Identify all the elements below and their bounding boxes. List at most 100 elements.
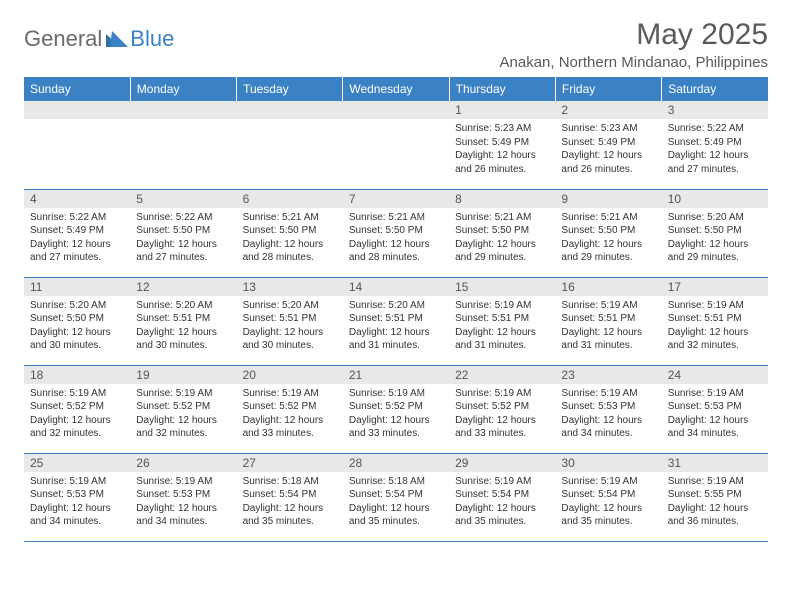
calendar-page: General Blue May 2025 Anakan, Northern M… [0,0,792,552]
location-text: Anakan, Northern Mindanao, Philippines [500,54,769,71]
calendar-day-cell: 17Sunrise: 5:19 AMSunset: 5:51 PMDayligh… [662,277,768,365]
day-details: Sunrise: 5:19 AMSunset: 5:55 PMDaylight:… [662,472,768,533]
calendar-week-row: 11Sunrise: 5:20 AMSunset: 5:50 PMDayligh… [24,277,768,365]
empty-day-header [237,101,343,119]
calendar-day-cell [237,101,343,189]
day-number: 7 [343,190,449,208]
day-details: Sunrise: 5:20 AMSunset: 5:51 PMDaylight:… [237,296,343,357]
calendar-day-cell: 31Sunrise: 5:19 AMSunset: 5:55 PMDayligh… [662,453,768,541]
calendar-day-cell: 15Sunrise: 5:19 AMSunset: 5:51 PMDayligh… [449,277,555,365]
day-number: 10 [662,190,768,208]
day-details: Sunrise: 5:23 AMSunset: 5:49 PMDaylight:… [449,119,555,180]
day-details: Sunrise: 5:22 AMSunset: 5:49 PMDaylight:… [24,208,130,269]
day-number: 13 [237,278,343,296]
day-number: 31 [662,454,768,472]
day-number: 22 [449,366,555,384]
logo-text-general: General [24,26,102,52]
calendar-day-cell: 11Sunrise: 5:20 AMSunset: 5:50 PMDayligh… [24,277,130,365]
day-details: Sunrise: 5:19 AMSunset: 5:52 PMDaylight:… [237,384,343,445]
calendar-day-cell: 23Sunrise: 5:19 AMSunset: 5:53 PMDayligh… [555,365,661,453]
calendar-day-cell: 9Sunrise: 5:21 AMSunset: 5:50 PMDaylight… [555,189,661,277]
calendar-day-cell: 7Sunrise: 5:21 AMSunset: 5:50 PMDaylight… [343,189,449,277]
calendar-day-cell: 13Sunrise: 5:20 AMSunset: 5:51 PMDayligh… [237,277,343,365]
day-number: 12 [130,278,236,296]
header: General Blue May 2025 Anakan, Northern M… [24,18,768,71]
calendar-day-cell: 14Sunrise: 5:20 AMSunset: 5:51 PMDayligh… [343,277,449,365]
empty-day-header [343,101,449,119]
calendar-week-row: 1Sunrise: 5:23 AMSunset: 5:49 PMDaylight… [24,101,768,189]
calendar-day-cell [24,101,130,189]
day-details: Sunrise: 5:19 AMSunset: 5:53 PMDaylight:… [555,384,661,445]
day-number: 17 [662,278,768,296]
day-details: Sunrise: 5:22 AMSunset: 5:50 PMDaylight:… [130,208,236,269]
calendar-day-cell [343,101,449,189]
calendar-day-cell: 22Sunrise: 5:19 AMSunset: 5:52 PMDayligh… [449,365,555,453]
day-number: 9 [555,190,661,208]
logo-triangle-icon [106,31,128,52]
day-number: 2 [555,101,661,119]
weekday-header: Monday [130,77,236,101]
weekday-header: Tuesday [237,77,343,101]
day-number: 20 [237,366,343,384]
day-details: Sunrise: 5:18 AMSunset: 5:54 PMDaylight:… [237,472,343,533]
weekday-header: Sunday [24,77,130,101]
day-number: 18 [24,366,130,384]
day-number: 11 [24,278,130,296]
day-details: Sunrise: 5:23 AMSunset: 5:49 PMDaylight:… [555,119,661,180]
calendar-day-cell: 10Sunrise: 5:20 AMSunset: 5:50 PMDayligh… [662,189,768,277]
calendar-day-cell: 4Sunrise: 5:22 AMSunset: 5:49 PMDaylight… [24,189,130,277]
day-number: 6 [237,190,343,208]
day-details: Sunrise: 5:19 AMSunset: 5:54 PMDaylight:… [449,472,555,533]
day-details: Sunrise: 5:19 AMSunset: 5:53 PMDaylight:… [662,384,768,445]
empty-day-header [24,101,130,119]
day-number: 27 [237,454,343,472]
calendar-day-cell: 29Sunrise: 5:19 AMSunset: 5:54 PMDayligh… [449,453,555,541]
weekday-header: Friday [555,77,661,101]
day-details: Sunrise: 5:21 AMSunset: 5:50 PMDaylight:… [343,208,449,269]
day-number: 21 [343,366,449,384]
calendar-day-cell: 2Sunrise: 5:23 AMSunset: 5:49 PMDaylight… [555,101,661,189]
day-details: Sunrise: 5:19 AMSunset: 5:53 PMDaylight:… [130,472,236,533]
day-details: Sunrise: 5:19 AMSunset: 5:53 PMDaylight:… [24,472,130,533]
calendar-day-cell: 30Sunrise: 5:19 AMSunset: 5:54 PMDayligh… [555,453,661,541]
calendar-day-cell: 5Sunrise: 5:22 AMSunset: 5:50 PMDaylight… [130,189,236,277]
day-details: Sunrise: 5:20 AMSunset: 5:51 PMDaylight:… [343,296,449,357]
calendar-table: SundayMondayTuesdayWednesdayThursdayFrid… [24,77,768,542]
calendar-day-cell: 26Sunrise: 5:19 AMSunset: 5:53 PMDayligh… [130,453,236,541]
calendar-day-cell: 28Sunrise: 5:18 AMSunset: 5:54 PMDayligh… [343,453,449,541]
weekday-header: Saturday [662,77,768,101]
day-number: 30 [555,454,661,472]
logo-text-blue: Blue [130,26,174,52]
day-number: 15 [449,278,555,296]
day-details: Sunrise: 5:19 AMSunset: 5:52 PMDaylight:… [343,384,449,445]
day-number: 28 [343,454,449,472]
month-title: May 2025 [500,18,769,52]
day-number: 29 [449,454,555,472]
day-details: Sunrise: 5:21 AMSunset: 5:50 PMDaylight:… [449,208,555,269]
day-number: 25 [24,454,130,472]
day-details: Sunrise: 5:19 AMSunset: 5:52 PMDaylight:… [449,384,555,445]
calendar-day-cell: 8Sunrise: 5:21 AMSunset: 5:50 PMDaylight… [449,189,555,277]
day-number: 3 [662,101,768,119]
day-number: 26 [130,454,236,472]
day-details: Sunrise: 5:20 AMSunset: 5:51 PMDaylight:… [130,296,236,357]
day-number: 14 [343,278,449,296]
calendar-day-cell: 12Sunrise: 5:20 AMSunset: 5:51 PMDayligh… [130,277,236,365]
calendar-day-cell [130,101,236,189]
day-details: Sunrise: 5:22 AMSunset: 5:49 PMDaylight:… [662,119,768,180]
logo: General Blue [24,18,174,52]
day-number: 23 [555,366,661,384]
calendar-body: 1Sunrise: 5:23 AMSunset: 5:49 PMDaylight… [24,101,768,541]
day-details: Sunrise: 5:19 AMSunset: 5:52 PMDaylight:… [24,384,130,445]
calendar-day-cell: 19Sunrise: 5:19 AMSunset: 5:52 PMDayligh… [130,365,236,453]
calendar-day-cell: 21Sunrise: 5:19 AMSunset: 5:52 PMDayligh… [343,365,449,453]
day-number: 1 [449,101,555,119]
day-details: Sunrise: 5:19 AMSunset: 5:51 PMDaylight:… [449,296,555,357]
calendar-header-row: SundayMondayTuesdayWednesdayThursdayFrid… [24,77,768,101]
day-number: 19 [130,366,236,384]
day-number: 16 [555,278,661,296]
empty-day-header [130,101,236,119]
calendar-day-cell: 3Sunrise: 5:22 AMSunset: 5:49 PMDaylight… [662,101,768,189]
calendar-day-cell: 6Sunrise: 5:21 AMSunset: 5:50 PMDaylight… [237,189,343,277]
day-details: Sunrise: 5:18 AMSunset: 5:54 PMDaylight:… [343,472,449,533]
